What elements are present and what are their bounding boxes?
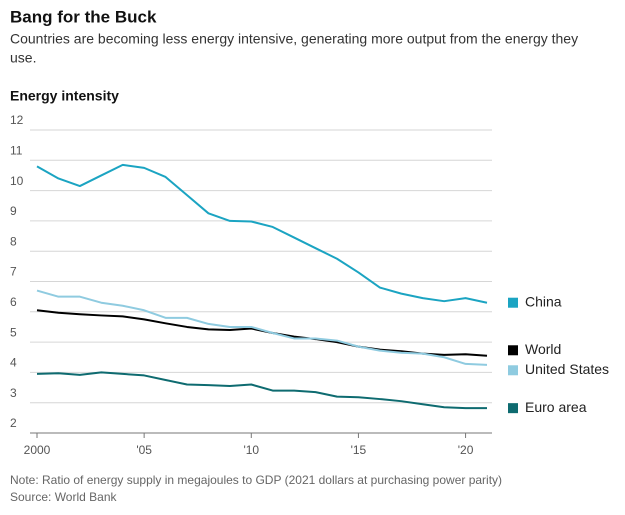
chart-subtitle: Countries are becoming less energy inten… [10, 31, 578, 47]
x-tick-label: '20 [458, 443, 474, 457]
y-tick-label: 5 [10, 325, 17, 339]
y-tick-label: 2 [10, 416, 17, 430]
legend-label: United States [525, 361, 609, 377]
y-tick-label: 11 [10, 143, 23, 157]
legend-swatch [508, 403, 518, 414]
chart-title: Bang for the Buck [10, 7, 157, 26]
source: Source: World Bank [10, 490, 117, 504]
x-tick-label: '10 [243, 443, 259, 457]
note: Note: Ratio of energy supply in megajoul… [10, 473, 502, 487]
y-tick-label: 10 [10, 174, 24, 188]
y-tick-label: 12 [10, 113, 24, 127]
x-tick-label: '15 [351, 443, 367, 457]
y-tick-label: 6 [10, 295, 17, 309]
y-tick-label: 8 [10, 234, 17, 248]
y-tick-label: 7 [10, 265, 17, 279]
x-tick-label: 2000 [24, 443, 51, 457]
y-axis-label: Energy intensity [10, 88, 119, 104]
legend-swatch [508, 297, 518, 308]
y-tick-label: 4 [10, 356, 17, 370]
series-line [36, 289, 488, 366]
y-tick-label: 9 [10, 204, 17, 218]
series-line [36, 309, 488, 357]
legend-label: China [525, 293, 562, 309]
legend-label: World [525, 341, 561, 357]
legend-swatch [508, 345, 518, 356]
chart-subtitle: use. [10, 50, 36, 66]
series-line [36, 163, 488, 304]
y-tick-label: 3 [10, 386, 17, 400]
legend-swatch [508, 365, 518, 376]
x-tick-label: '05 [136, 443, 152, 457]
legend-label: Euro area [525, 399, 587, 415]
series-line [36, 371, 487, 410]
